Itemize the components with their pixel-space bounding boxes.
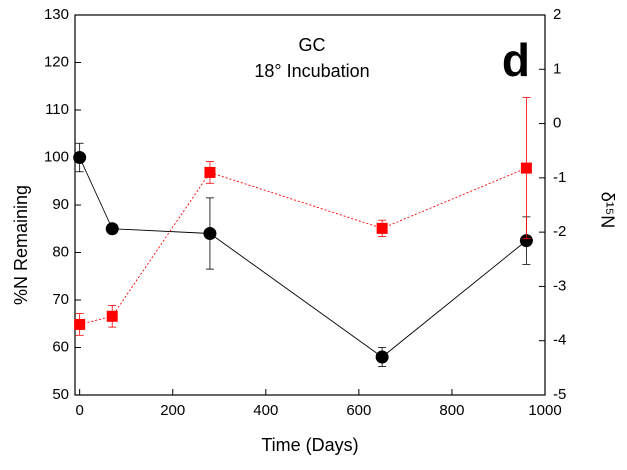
series-line: [79, 167, 527, 325]
panel-label: d: [502, 34, 530, 86]
y2-axis-label: δ¹⁵N: [597, 192, 617, 228]
data-point: [74, 318, 86, 330]
chart-subtitle: 18° Incubation: [254, 61, 369, 81]
data-point: [203, 227, 217, 240]
y-tick-label: 100: [44, 148, 69, 165]
y-tick-label: 120: [44, 53, 69, 70]
x-tick-label: 600: [346, 402, 371, 419]
x-axis-label: Time (Days): [261, 435, 358, 455]
y-tick-label: 80: [52, 243, 69, 260]
data-point: [204, 166, 216, 178]
y2-tick-label: 1: [553, 60, 561, 77]
series-line: [79, 157, 527, 358]
x-tick-label: 200: [160, 402, 185, 419]
y-tick-label: 50: [52, 386, 69, 403]
y2-tick-label: -5: [553, 386, 566, 403]
y2-tick-label: 0: [553, 115, 561, 132]
x-tick-label: 400: [253, 402, 278, 419]
y-tick-label: 130: [44, 6, 69, 23]
data-point: [73, 151, 87, 164]
x-tick-label: 1000: [528, 402, 561, 419]
y-tick-label: 110: [45, 101, 69, 118]
data-point: [375, 350, 389, 364]
y-tick-label: 90: [52, 196, 69, 213]
y2-tick-label: -3: [553, 277, 566, 294]
data-point: [519, 234, 533, 248]
data-point: [520, 162, 532, 174]
y-tick-label: 60: [52, 338, 69, 355]
chart-title: GC: [299, 35, 326, 55]
y2-tick-label: -2: [553, 223, 566, 240]
x-tick-label: 0: [75, 402, 83, 419]
y-tick-label: 70: [52, 291, 69, 308]
data-point: [106, 310, 118, 322]
y-axis-label: %N Remaining: [11, 185, 31, 305]
y2-tick-label: -1: [553, 169, 566, 186]
data-point: [376, 222, 388, 234]
y2-tick-label: 2: [553, 6, 561, 23]
data-point: [105, 222, 119, 236]
y2-tick-label: -4: [553, 332, 566, 349]
x-tick-label: 800: [439, 402, 464, 419]
